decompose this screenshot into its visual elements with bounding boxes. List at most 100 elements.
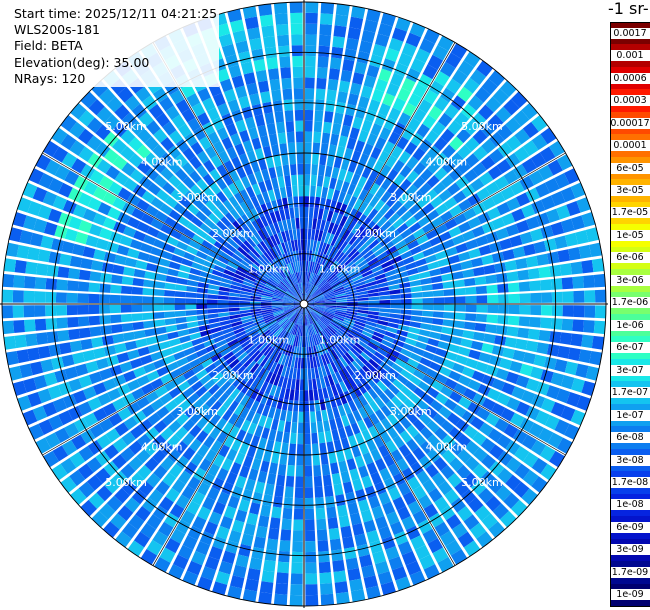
range-bin [470,416,485,430]
range-bin [333,156,343,169]
range-bin [143,362,156,374]
range-bin [448,370,462,382]
range-bin [309,261,313,273]
range-bin [472,431,487,446]
range-bin [461,103,477,119]
range-bin [409,245,422,256]
colorbar-tick-label: 1e-06 [610,319,650,331]
range-bin [472,162,487,177]
range-bin [440,465,455,480]
range-bin [396,223,409,234]
range-bin [176,182,190,196]
range-bin [164,196,178,209]
range-bin [87,397,102,411]
range-bin [381,339,393,348]
range-bin [307,261,311,273]
range-bin [494,418,509,433]
range-bin [427,338,440,347]
range-bin [218,316,231,322]
range-bin [310,286,318,296]
range-bin [504,260,517,271]
range-bin [448,167,463,182]
range-bin [280,529,292,541]
range-bin [269,384,277,397]
range-bin [366,317,378,324]
range-bin [361,379,372,391]
range-bin [174,440,188,455]
range-bin [310,185,316,197]
range-bin [218,444,230,458]
colorbar-tick-label: 6e-08 [610,432,650,444]
range-bin [321,267,330,278]
range-bin [271,300,283,303]
range-bin [397,87,411,102]
range-bin [318,164,326,177]
range-bin [562,305,574,317]
range-bin [363,403,374,416]
range-bin [173,374,187,386]
range-bin [286,263,293,275]
range-bin [249,37,263,51]
range-bin [448,226,462,238]
range-bin [104,478,121,494]
colorbar: 0.0017 0.001 0.0006 0.0003 0.00017 0.0001 6e-0… [610,22,650,607]
range-bin [366,156,377,170]
range-bin [438,231,452,242]
range-bin [85,360,99,373]
range-bin [313,295,325,301]
range-bin [284,332,291,344]
range-bin [312,240,318,252]
range-bin [340,158,350,171]
range-bin [260,135,270,148]
range-bin [320,242,327,254]
range-bin [368,425,379,439]
range-bin [530,228,544,242]
range-bin [405,411,418,424]
range-bin [583,320,595,334]
range-bin [239,309,251,314]
range-bin [112,470,128,487]
range-bin [284,294,295,300]
range-bin [410,535,426,550]
range-bin [305,325,308,337]
range-bin [240,176,251,189]
range-bin [345,557,359,571]
range-bin [327,258,336,269]
range-bin [358,442,370,455]
range-bin [503,423,519,439]
range-bin [257,80,270,93]
range-bin [374,136,387,150]
range-bin [333,249,342,261]
range-bin [32,405,48,422]
range-bin [334,314,345,320]
range-bin [435,223,448,235]
range-bin [576,197,591,213]
range-bin [360,266,372,275]
range-bin [268,166,277,179]
range-bin [339,272,350,281]
range-bin [427,434,441,448]
range-bin [247,374,257,386]
range-bin [257,367,266,379]
range-bin [225,123,238,137]
range-bin [474,86,491,103]
range-bin [413,432,427,446]
range-bin [319,253,326,265]
range-bin [208,284,220,291]
range-bin [273,233,281,245]
range-bin [462,268,475,278]
range-bin [260,305,272,309]
range-bin [215,417,228,431]
range-bin [150,196,164,210]
range-bin [250,160,261,173]
range-bin [96,485,113,502]
range-bin [55,305,67,316]
range-bin [258,181,267,194]
range-bin [282,507,293,520]
colorbar-tick-label: 1e-07 [610,409,650,421]
range-bin [320,283,331,292]
range-bin [519,231,533,245]
range-bin [447,343,461,354]
range-bin [70,103,87,120]
range-bin [136,199,150,212]
